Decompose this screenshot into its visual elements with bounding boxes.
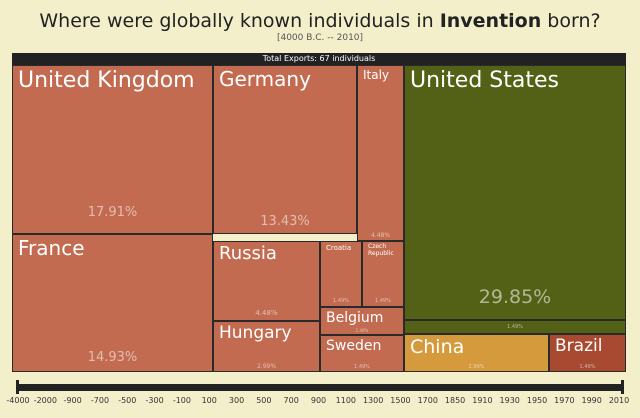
- tile-percent: 1.49%: [333, 298, 349, 304]
- timeline-tick-label: 300: [228, 396, 245, 405]
- tile-label: China: [410, 336, 465, 358]
- treemap-tile[interactable]: China 2.99%: [404, 334, 549, 372]
- timeline-tick-label: 1990: [581, 396, 602, 405]
- timeline-slider-track[interactable]: [16, 384, 624, 391]
- treemap-tile[interactable]: Czech Republic 1.49%: [362, 241, 404, 307]
- treemap-tile[interactable]: 1.49%: [404, 320, 626, 334]
- timeline-tick-label: 1700: [417, 396, 438, 405]
- timeline-tick-label: -100: [172, 396, 191, 405]
- timeline-end-handle[interactable]: [621, 380, 624, 394]
- timeline-tick-label: 1970: [554, 396, 575, 405]
- timeline-tick-label: -900: [63, 396, 82, 405]
- total-header: Total Exports: 67 individuals: [12, 53, 626, 65]
- tile-label: Germany: [219, 67, 311, 91]
- treemap-tile[interactable]: Italy 4.48%: [357, 65, 404, 241]
- tile-percent: 2.99%: [256, 363, 277, 370]
- tile-label: Hungary: [219, 323, 292, 343]
- treemap-tile[interactable]: Croatia 1.49%: [320, 241, 362, 307]
- treemap-tile[interactable]: Hungary 2.99%: [213, 321, 320, 372]
- tile-label: United States: [410, 68, 559, 93]
- treemap-tile[interactable]: Sweden 1.49%: [320, 335, 404, 372]
- tile-label: United Kingdom: [18, 68, 195, 93]
- page-subtitle: [4000 B.C. -- 2010]: [276, 33, 364, 43]
- treemap-tile[interactable]: Belgium 1.49%: [320, 307, 404, 335]
- treemap-tile[interactable]: United Kingdom 17.91%: [12, 65, 213, 234]
- tile-label: Croatia: [326, 244, 352, 252]
- tile-label: Czech Republic: [368, 243, 394, 257]
- timeline-tick-label: 1500: [390, 396, 411, 405]
- timeline-tick-label: 1300: [362, 396, 384, 405]
- timeline-tick-label: -500: [118, 396, 137, 405]
- timeline-tick-label: -4000: [6, 396, 30, 405]
- tile-percent: 1.49%: [579, 364, 596, 370]
- tile-percent: 13.43%: [260, 214, 310, 229]
- tile-label: France: [18, 236, 85, 260]
- tile-percent: 14.93%: [87, 350, 138, 365]
- timeline-tick-label: 900: [310, 396, 327, 405]
- tile-percent: 1.49%: [375, 298, 391, 304]
- timeline-tick-label: 1850: [444, 396, 466, 405]
- tile-percent: 29.85%: [478, 286, 552, 308]
- tile-label: Sweden: [326, 338, 382, 354]
- tile-label: Italy: [363, 68, 390, 82]
- tile-percent: 1.49%: [507, 324, 523, 330]
- timeline-tick-label: 2010: [608, 396, 630, 405]
- tile-label: Russia: [219, 243, 277, 264]
- timeline-tick-label: 500: [256, 396, 272, 405]
- tile-percent: 1.49%: [355, 328, 369, 333]
- tile-percent: 2.99%: [468, 364, 485, 370]
- timeline-tick-label: -300: [145, 396, 164, 405]
- treemap-tile[interactable]: United States 29.85%: [404, 65, 626, 320]
- page-title: Where were globally known individuals in…: [39, 10, 601, 32]
- timeline-tick-label: 1930: [499, 396, 520, 405]
- timeline-tick-label: 1100: [335, 396, 356, 405]
- timeline-tick-label: 1910: [472, 396, 493, 405]
- timeline-tick-label: 700: [283, 396, 299, 405]
- treemap-tile[interactable]: Germany 13.43%: [213, 65, 357, 234]
- treemap: United Kingdom 17.91% Germany 13.43% Italy 4.…: [12, 65, 626, 372]
- timeline-tick-label: -2000: [33, 396, 57, 405]
- timeline-start-handle[interactable]: [16, 380, 19, 394]
- treemap-tile[interactable]: France 14.93%: [12, 234, 213, 372]
- timeline-ticks: -4000 -2000 -900 -700 -500 -300 -100 100 300 500 7…: [0, 396, 640, 414]
- timeline-tick-label: -700: [90, 396, 110, 405]
- timeline-tick-label: 1950: [526, 396, 548, 405]
- timeline-tick-label: 100: [201, 396, 217, 405]
- tile-percent: 4.48%: [370, 232, 391, 239]
- treemap-tile[interactable]: Brazil 1.49%: [549, 334, 626, 372]
- tile-percent: 4.48%: [255, 309, 278, 317]
- tile-percent: 17.91%: [87, 205, 138, 220]
- tile-label: Brazil: [555, 336, 603, 356]
- tile-percent: 1.49%: [354, 364, 370, 370]
- tile-label: Belgium: [326, 310, 384, 326]
- treemap-tile[interactable]: Russia 4.48%: [213, 241, 320, 321]
